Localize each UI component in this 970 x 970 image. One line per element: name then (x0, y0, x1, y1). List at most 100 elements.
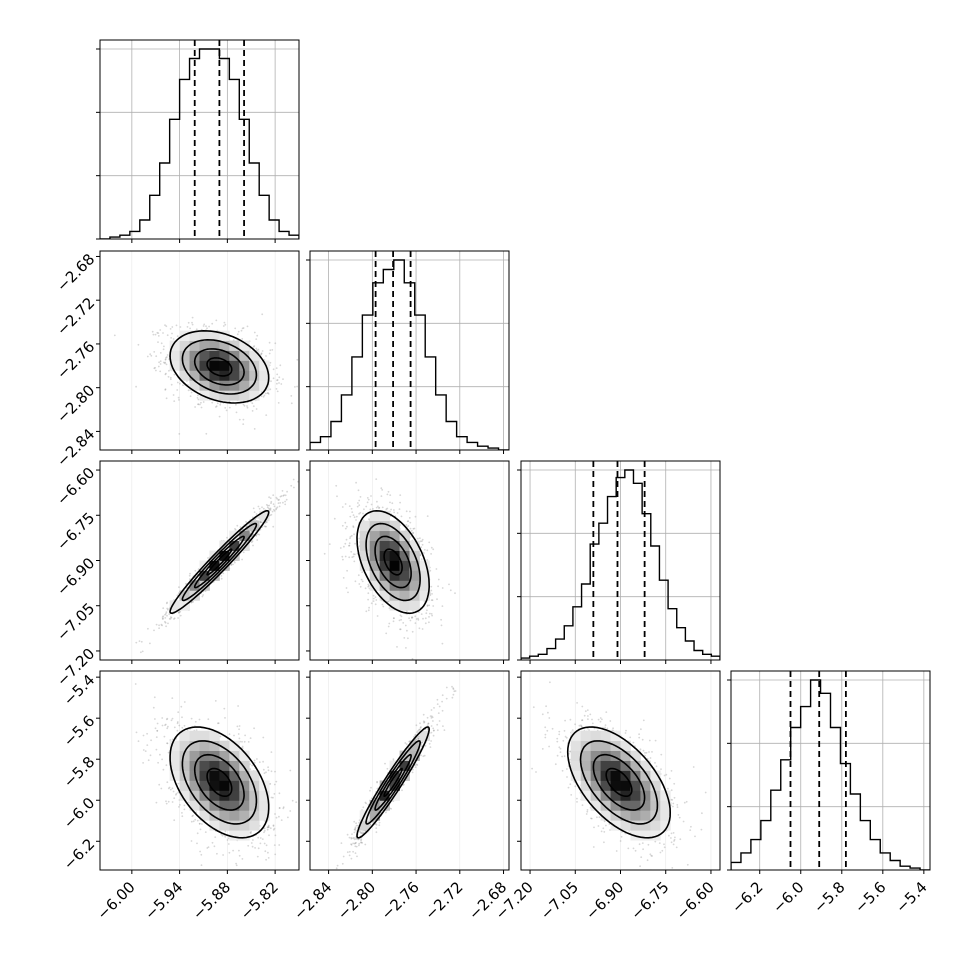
point (412, 610, 414, 613)
hist-0-outline (100, 48, 299, 239)
point (256, 539, 259, 541)
point (344, 555, 347, 558)
point (437, 578, 440, 581)
point (436, 598, 438, 601)
point (170, 383, 173, 386)
point (280, 495, 283, 497)
point (277, 402, 280, 404)
point (266, 506, 269, 509)
density-cell (249, 350, 260, 361)
point (200, 406, 203, 409)
point (255, 535, 258, 537)
density-cell (199, 350, 210, 361)
point (411, 630, 414, 633)
point (350, 550, 353, 553)
point (336, 495, 338, 498)
point (428, 621, 430, 624)
point (238, 728, 241, 731)
point (276, 382, 278, 385)
point (189, 572, 191, 575)
point (430, 553, 432, 555)
density-cell (389, 590, 400, 601)
point (420, 558, 423, 560)
density-cell (239, 370, 250, 381)
point (265, 414, 268, 416)
point (166, 354, 169, 356)
point (263, 525, 266, 528)
point (348, 542, 351, 545)
point (367, 498, 370, 501)
density-cell (369, 510, 381, 522)
point (256, 533, 259, 536)
point (247, 529, 250, 531)
point (164, 613, 166, 616)
point (167, 725, 169, 728)
density-cell (389, 520, 400, 532)
point (196, 397, 199, 399)
point (254, 518, 256, 521)
point (199, 403, 201, 406)
density-cell (409, 580, 420, 591)
point (265, 525, 267, 528)
density-cell (219, 350, 230, 361)
density-cell (169, 340, 180, 351)
point (191, 316, 194, 319)
point (290, 402, 293, 405)
density-cell (179, 360, 190, 371)
density-cell (199, 380, 210, 391)
point (268, 834, 270, 837)
point (140, 640, 143, 643)
point (253, 345, 256, 347)
point (278, 382, 280, 384)
density-cell (189, 340, 200, 351)
density-cell (179, 350, 190, 361)
point (220, 577, 223, 580)
point (165, 397, 168, 400)
point (169, 616, 172, 618)
density-cell (169, 600, 180, 611)
point (199, 828, 202, 831)
point (275, 508, 277, 511)
point (418, 611, 420, 614)
point (179, 326, 182, 328)
density-cell (219, 330, 230, 341)
point (366, 501, 369, 504)
point (179, 382, 181, 385)
point (380, 495, 383, 497)
point (352, 555, 355, 558)
point (408, 517, 411, 519)
point (241, 558, 244, 561)
point (366, 497, 369, 499)
point (269, 361, 272, 364)
point (368, 606, 370, 609)
point (354, 542, 356, 545)
density-cell (229, 360, 240, 371)
point (165, 363, 168, 366)
density-cell (199, 330, 210, 341)
point (265, 520, 268, 523)
point (192, 820, 195, 823)
density-cell (209, 350, 220, 361)
density-cell (369, 560, 381, 571)
point (411, 616, 413, 619)
point (377, 505, 379, 508)
point (201, 595, 204, 598)
point (157, 341, 159, 343)
point (354, 580, 357, 583)
density-cell (239, 530, 250, 541)
point (367, 592, 370, 595)
point (365, 610, 368, 613)
point (235, 403, 237, 406)
point (241, 338, 244, 340)
point (242, 327, 245, 329)
point (260, 391, 263, 393)
point (430, 546, 433, 549)
point (237, 330, 240, 333)
point (159, 370, 162, 373)
point (242, 423, 245, 425)
point (179, 610, 182, 613)
panel-1-0-frame (99, 250, 300, 451)
panel-1-0-contour-3 (169, 329, 270, 404)
point (355, 481, 357, 484)
